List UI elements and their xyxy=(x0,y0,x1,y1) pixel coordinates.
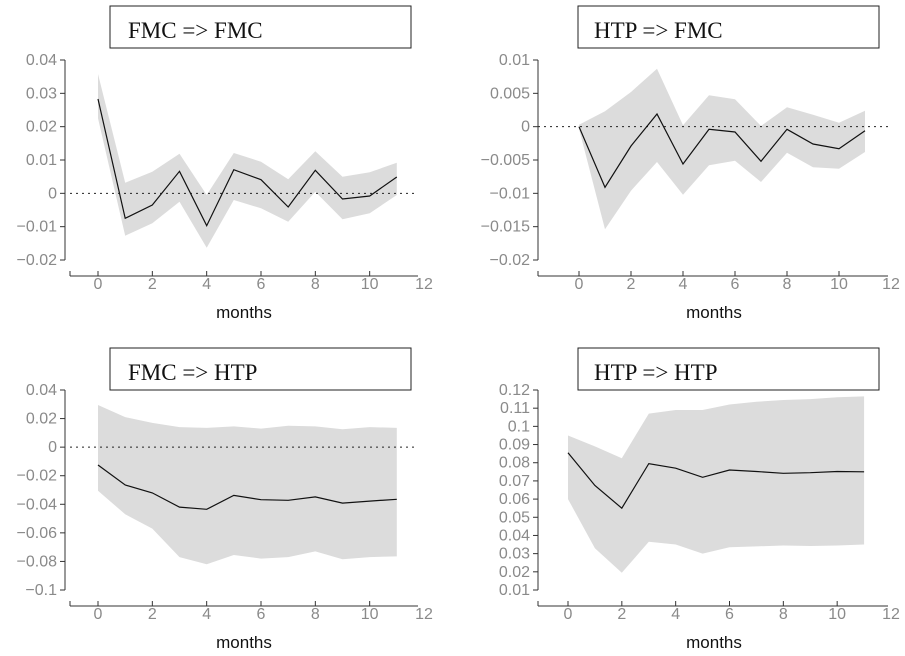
x-tick-label: 10 xyxy=(828,606,846,623)
impulse-response-line xyxy=(97,98,398,228)
impulse-response-line xyxy=(578,112,866,189)
y-tick-label: −0.08 xyxy=(17,553,58,570)
x-tick-label: 6 xyxy=(725,606,734,623)
y-tick-label: 0.1 xyxy=(508,418,530,435)
y-tick-label: 0.11 xyxy=(500,400,530,417)
panel-title: HTP => HTP xyxy=(594,360,718,385)
y-tick-label: 0.09 xyxy=(499,437,530,454)
panel-title-box xyxy=(577,347,880,391)
y-tick-label: 0.08 xyxy=(499,455,530,472)
x-tick-label: 10 xyxy=(830,276,848,293)
x-tick-label: 0 xyxy=(575,276,584,293)
x-tick-label: 4 xyxy=(202,606,211,623)
impulse-response-line xyxy=(97,464,397,510)
y-tick-label: 0.03 xyxy=(499,546,530,563)
x-tick-label: 0 xyxy=(94,276,103,293)
y-tick-label: 0.07 xyxy=(499,473,530,490)
confidence-band xyxy=(579,68,865,230)
x-tick-label: 6 xyxy=(731,276,740,293)
y-tick-label: −0.01 xyxy=(17,219,58,236)
plot-area: −0.02 −0.015 −0.01 −0.005 0 0.005 0.01 0 2 4 6 8 10 1… xyxy=(481,52,900,293)
y-tick-label: 0 xyxy=(48,185,57,202)
y-tick-label: −0.02 xyxy=(17,468,58,485)
x-tick-label: 4 xyxy=(679,276,688,293)
x-tick-label: 0 xyxy=(564,606,573,623)
y-tick-label: −0.02 xyxy=(490,252,531,269)
y-tick-label: −0.04 xyxy=(17,496,58,513)
y-tick-label: 0.04 xyxy=(26,382,57,399)
panel-title: HTP => FMC xyxy=(594,18,723,43)
x-tick-label: 4 xyxy=(202,276,211,293)
x-axis-label: months xyxy=(216,303,272,322)
y-tick-label: 0.02 xyxy=(26,119,57,136)
panel-title: FMC => FMC xyxy=(128,18,263,43)
y-tick-label: 0.02 xyxy=(26,411,57,428)
y-tick-label: 0.04 xyxy=(26,52,57,69)
y-tick-label: −0.005 xyxy=(481,152,530,169)
x-tick-label: 12 xyxy=(882,276,900,293)
x-tick-label: 2 xyxy=(148,606,157,623)
confidence-band xyxy=(98,74,397,248)
y-tick-label: 0.01 xyxy=(26,152,57,169)
impulse-response-line xyxy=(567,452,865,510)
x-tick-label: 10 xyxy=(361,276,379,293)
panel-fmc-to-fmc: FMC => FMC −0.02 −0.01 0 0.01 0.02 0.03 0.04 0 2… xyxy=(17,5,433,322)
y-tick-label: 0.03 xyxy=(26,85,57,102)
x-tick-label: 12 xyxy=(882,606,900,623)
x-tick-label: 2 xyxy=(148,276,157,293)
x-tick-label: 2 xyxy=(617,606,626,623)
x-axis-label: months xyxy=(216,633,272,652)
plot-area: −0.02 −0.01 0 0.01 0.02 0.03 0.04 0 2 4 6 8 10 12 xyxy=(17,52,433,293)
y-tick-label: −0.02 xyxy=(17,252,58,269)
panel-title: FMC => HTP xyxy=(128,360,257,385)
x-tick-label: 12 xyxy=(415,276,433,293)
panel-title-box xyxy=(109,347,412,391)
y-tick-label: 0.01 xyxy=(499,582,530,599)
x-axis-label: months xyxy=(686,633,742,652)
x-tick-label: 2 xyxy=(627,276,636,293)
x-tick-label: 8 xyxy=(779,606,788,623)
plot-area: −0.1 −0.08 −0.06 −0.04 −0.02 0 0.02 0.04 0 2 4 6 8 10… xyxy=(17,382,433,623)
y-tick-label: −0.1 xyxy=(25,582,57,599)
panel-htp-to-fmc: HTP => FMC −0.02 −0.015 −0.01 −0.005 0 0.005 0… xyxy=(481,5,900,322)
x-tick-label: 6 xyxy=(257,606,266,623)
y-tick-label: 0 xyxy=(521,119,530,136)
x-axis-label: months xyxy=(686,303,742,322)
panel-title-box xyxy=(577,5,880,49)
y-tick-label: 0 xyxy=(48,439,57,456)
x-tick-label: 6 xyxy=(257,276,266,293)
y-tick-label: −0.06 xyxy=(17,525,58,542)
panel-htp-to-htp: HTP => HTP 0.010.020.030.040.050.060.070… xyxy=(499,347,900,652)
confidence-band xyxy=(98,405,397,565)
y-tick-label: 0.01 xyxy=(499,52,530,69)
plot-area: 0.010.020.030.040.050.060.070.080.090.10… xyxy=(499,382,900,623)
y-tick-label: 0.06 xyxy=(499,491,530,508)
x-tick-label: 8 xyxy=(783,276,792,293)
x-tick-label: 4 xyxy=(671,606,680,623)
x-tick-label: 0 xyxy=(94,606,103,623)
confidence-band xyxy=(568,396,865,573)
x-tick-label: 12 xyxy=(415,606,433,623)
x-tick-label: 8 xyxy=(311,606,320,623)
y-tick-label: 0.02 xyxy=(499,564,530,581)
x-tick-label: 8 xyxy=(311,276,320,293)
y-tick-label: 0.005 xyxy=(490,85,530,102)
panel-fmc-to-htp: FMC => HTP −0.1 −0.08 −0.06 −0.04 −0.02 0 0.02… xyxy=(17,347,433,652)
y-tick-label: 0.12 xyxy=(499,382,530,399)
y-tick-label: 0.04 xyxy=(499,527,530,544)
panel-title-box xyxy=(109,5,412,49)
y-tick-label: 0.05 xyxy=(499,509,530,526)
y-tick-label: −0.015 xyxy=(481,219,530,236)
y-tick-label: −0.01 xyxy=(490,185,531,202)
x-tick-label: 10 xyxy=(361,606,379,623)
